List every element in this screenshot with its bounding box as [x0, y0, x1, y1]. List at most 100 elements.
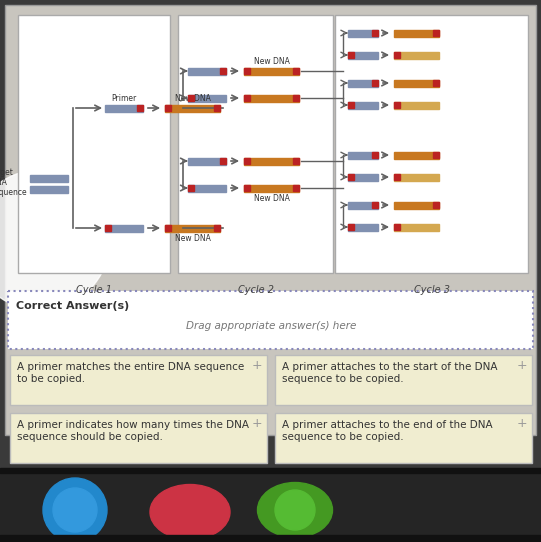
- Bar: [244, 95, 250, 101]
- Text: Primer: Primer: [111, 94, 137, 103]
- Bar: [244, 68, 299, 75]
- Bar: [394, 224, 439, 231]
- Circle shape: [53, 488, 97, 532]
- Text: New DNA: New DNA: [175, 94, 210, 103]
- Text: A primer indicates how many times the DNA
sequence should be copied.: A primer indicates how many times the DN…: [17, 420, 249, 442]
- Ellipse shape: [258, 482, 333, 538]
- Bar: [348, 30, 378, 37]
- Bar: [165, 225, 220, 232]
- Bar: [0, 535, 541, 542]
- Bar: [165, 105, 220, 112]
- Bar: [220, 68, 226, 74]
- Bar: [372, 80, 378, 86]
- Bar: [188, 95, 194, 101]
- Text: +: +: [252, 417, 262, 430]
- Bar: [188, 185, 226, 192]
- Bar: [293, 68, 299, 74]
- Bar: [348, 52, 378, 59]
- Bar: [293, 158, 299, 164]
- Bar: [335, 15, 528, 273]
- Text: Target
DNA
sequence: Target DNA sequence: [0, 167, 27, 197]
- Bar: [433, 202, 439, 208]
- Text: +: +: [516, 417, 527, 430]
- Bar: [0, 468, 541, 473]
- Bar: [10, 413, 267, 463]
- Bar: [10, 355, 267, 405]
- Bar: [178, 15, 333, 273]
- Text: +: +: [516, 359, 527, 372]
- Bar: [394, 174, 439, 181]
- Bar: [433, 30, 439, 36]
- Bar: [105, 225, 143, 232]
- Text: A primer matches the entire DNA sequence
to be copied.: A primer matches the entire DNA sequence…: [17, 362, 244, 384]
- Bar: [348, 80, 378, 87]
- Bar: [0, 473, 541, 542]
- Bar: [188, 185, 194, 191]
- Text: Correct Answer(s): Correct Answer(s): [16, 301, 129, 311]
- Bar: [188, 68, 226, 75]
- Bar: [188, 158, 226, 165]
- Bar: [275, 355, 532, 405]
- Bar: [30, 186, 68, 193]
- Bar: [372, 202, 378, 208]
- Bar: [348, 102, 378, 109]
- Bar: [188, 95, 226, 102]
- Bar: [394, 52, 400, 58]
- Circle shape: [43, 478, 107, 542]
- Bar: [348, 224, 378, 231]
- Bar: [244, 158, 250, 164]
- Bar: [433, 80, 439, 86]
- Text: New DNA: New DNA: [254, 57, 289, 66]
- Bar: [394, 30, 439, 37]
- Bar: [394, 52, 439, 59]
- Text: New DNA: New DNA: [254, 194, 289, 203]
- Bar: [433, 152, 439, 158]
- Bar: [244, 95, 299, 102]
- Text: Cycle 1: Cycle 1: [76, 285, 112, 295]
- Bar: [348, 52, 354, 58]
- Text: +: +: [252, 359, 262, 372]
- Bar: [105, 105, 143, 112]
- Bar: [348, 102, 354, 108]
- Bar: [214, 105, 220, 111]
- Bar: [244, 158, 299, 165]
- Bar: [348, 174, 354, 180]
- Bar: [105, 225, 111, 231]
- Bar: [394, 102, 400, 108]
- Bar: [372, 152, 378, 158]
- Bar: [5, 5, 536, 435]
- Text: Drag appropriate answer(s) here: Drag appropriate answer(s) here: [186, 321, 356, 331]
- Text: A primer attaches to the start of the DNA
sequence to be copied.: A primer attaches to the start of the DN…: [282, 362, 498, 384]
- Bar: [394, 152, 439, 159]
- Bar: [394, 102, 439, 109]
- Text: Cycle 3: Cycle 3: [413, 285, 450, 295]
- Bar: [244, 185, 299, 192]
- Bar: [165, 105, 171, 111]
- Bar: [18, 15, 170, 273]
- Bar: [165, 225, 171, 231]
- Text: Cycle 2: Cycle 2: [237, 285, 274, 295]
- Bar: [394, 80, 439, 87]
- Bar: [293, 185, 299, 191]
- Bar: [214, 225, 220, 231]
- Bar: [348, 174, 378, 181]
- Text: A primer attaches to the end of the DNA
sequence to be copied.: A primer attaches to the end of the DNA …: [282, 420, 493, 442]
- Bar: [220, 158, 226, 164]
- Bar: [244, 185, 250, 191]
- Bar: [275, 413, 532, 463]
- Circle shape: [275, 490, 315, 530]
- Circle shape: [0, 170, 110, 310]
- Ellipse shape: [150, 485, 230, 539]
- Bar: [30, 175, 68, 182]
- Bar: [293, 95, 299, 101]
- Bar: [394, 174, 400, 180]
- Bar: [394, 202, 439, 209]
- Bar: [372, 30, 378, 36]
- Bar: [244, 68, 250, 74]
- Bar: [348, 152, 378, 159]
- Bar: [137, 105, 143, 111]
- Bar: [348, 202, 378, 209]
- Bar: [348, 224, 354, 230]
- Bar: [8, 291, 533, 349]
- Bar: [394, 224, 400, 230]
